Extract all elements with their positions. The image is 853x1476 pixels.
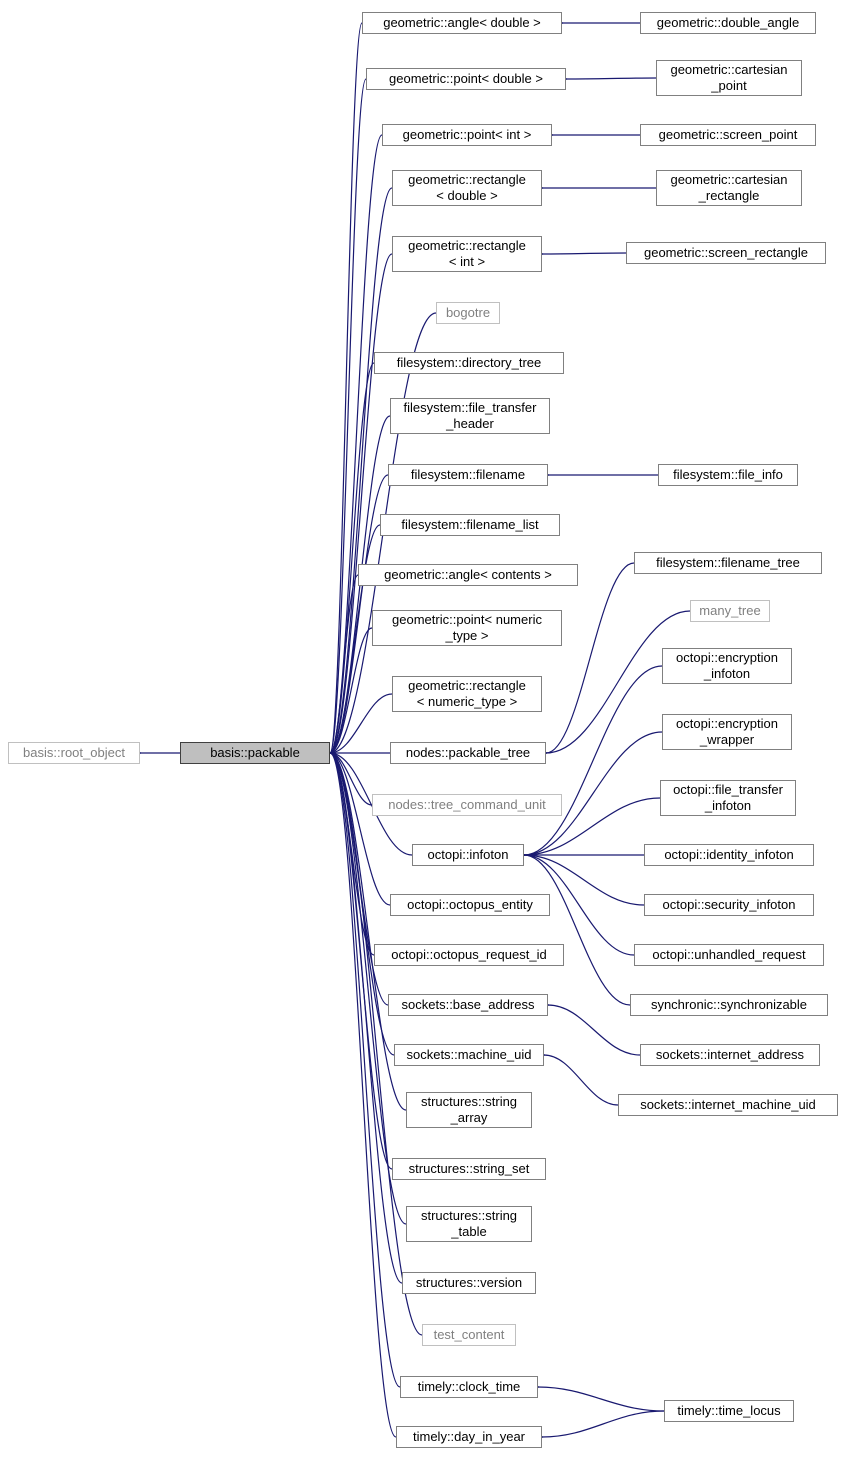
class-node-filename_list[interactable]: filesystem::filename_list	[380, 514, 560, 536]
class-node-point_double[interactable]: geometric::point< double >	[366, 68, 566, 90]
class-node-tree_cmd_unit[interactable]: nodes::tree_command_unit	[372, 794, 562, 816]
class-node-root_object[interactable]: basis::root_object	[8, 742, 140, 764]
class-node-octopus_request_id[interactable]: octopi::octopus_request_id	[374, 944, 564, 966]
class-node-rect_int[interactable]: geometric::rectangle < int >	[392, 236, 542, 272]
class-node-octopus_entity[interactable]: octopi::octopus_entity	[390, 894, 550, 916]
class-node-encryption_wrapper[interactable]: octopi::encryption _wrapper	[662, 714, 792, 750]
class-node-rect_numeric[interactable]: geometric::rectangle < numeric_type >	[392, 676, 542, 712]
class-node-time_locus[interactable]: timely::time_locus	[664, 1400, 794, 1422]
class-node-encryption_infoton[interactable]: octopi::encryption _infoton	[662, 648, 792, 684]
class-node-day_in_year[interactable]: timely::day_in_year	[396, 1426, 542, 1448]
inheritance-edge	[330, 753, 406, 1224]
class-node-string_table[interactable]: structures::string _table	[406, 1206, 532, 1242]
class-node-identity_infoton[interactable]: octopi::identity_infoton	[644, 844, 814, 866]
class-node-point_numeric[interactable]: geometric::point< numeric _type >	[372, 610, 562, 646]
class-node-internet_address[interactable]: sockets::internet_address	[640, 1044, 820, 1066]
class-node-version[interactable]: structures::version	[402, 1272, 536, 1294]
inheritance-edge	[542, 253, 626, 254]
class-node-ft_header[interactable]: filesystem::file_transfer _header	[390, 398, 550, 434]
class-node-file_info[interactable]: filesystem::file_info	[658, 464, 798, 486]
class-node-infoton[interactable]: octopi::infoton	[412, 844, 524, 866]
inheritance-edge	[548, 1005, 640, 1055]
class-node-many_tree[interactable]: many_tree	[690, 600, 770, 622]
class-node-string_array[interactable]: structures::string _array	[406, 1092, 532, 1128]
class-node-angle_contents[interactable]: geometric::angle< contents >	[358, 564, 578, 586]
class-node-file_transfer_infoton[interactable]: octopi::file_transfer _infoton	[660, 780, 796, 816]
inheritance-edge	[538, 1387, 664, 1411]
class-node-packable_tree[interactable]: nodes::packable_tree	[390, 742, 546, 764]
class-node-base_address[interactable]: sockets::base_address	[388, 994, 548, 1016]
inheritance-edge	[542, 1411, 664, 1437]
inheritance-edge	[330, 188, 392, 753]
class-node-synchronizable[interactable]: synchronic::synchronizable	[630, 994, 828, 1016]
class-node-security_infoton[interactable]: octopi::security_infoton	[644, 894, 814, 916]
class-node-unhandled_request[interactable]: octopi::unhandled_request	[634, 944, 824, 966]
class-node-double_angle[interactable]: geometric::double_angle	[640, 12, 816, 34]
inheritance-edge	[330, 254, 392, 753]
class-node-filename_tree[interactable]: filesystem::filename_tree	[634, 552, 822, 574]
class-node-dir_tree[interactable]: filesystem::directory_tree	[374, 352, 564, 374]
class-node-point_int[interactable]: geometric::point< int >	[382, 124, 552, 146]
class-node-angle_double[interactable]: geometric::angle< double >	[362, 12, 562, 34]
class-node-internet_machine_uid[interactable]: sockets::internet_machine_uid	[618, 1094, 838, 1116]
class-node-clock_time[interactable]: timely::clock_time	[400, 1376, 538, 1398]
class-node-packable[interactable]: basis::packable	[180, 742, 330, 764]
inheritance-edge	[524, 855, 630, 1005]
inheritance-edge	[544, 1055, 618, 1105]
class-node-screen_rect[interactable]: geometric::screen_rectangle	[626, 242, 826, 264]
inheritance-edge	[566, 78, 656, 79]
class-node-filename[interactable]: filesystem::filename	[388, 464, 548, 486]
class-node-cartesian_rect[interactable]: geometric::cartesian _rectangle	[656, 170, 802, 206]
class-node-machine_uid[interactable]: sockets::machine_uid	[394, 1044, 544, 1066]
class-node-bogotre[interactable]: bogotre	[436, 302, 500, 324]
class-node-rect_double[interactable]: geometric::rectangle < double >	[392, 170, 542, 206]
class-node-screen_point[interactable]: geometric::screen_point	[640, 124, 816, 146]
inheritance-edge	[330, 753, 402, 1283]
class-node-cartesian_point[interactable]: geometric::cartesian _point	[656, 60, 802, 96]
class-node-test_content[interactable]: test_content	[422, 1324, 516, 1346]
class-node-string_set[interactable]: structures::string_set	[392, 1158, 546, 1180]
